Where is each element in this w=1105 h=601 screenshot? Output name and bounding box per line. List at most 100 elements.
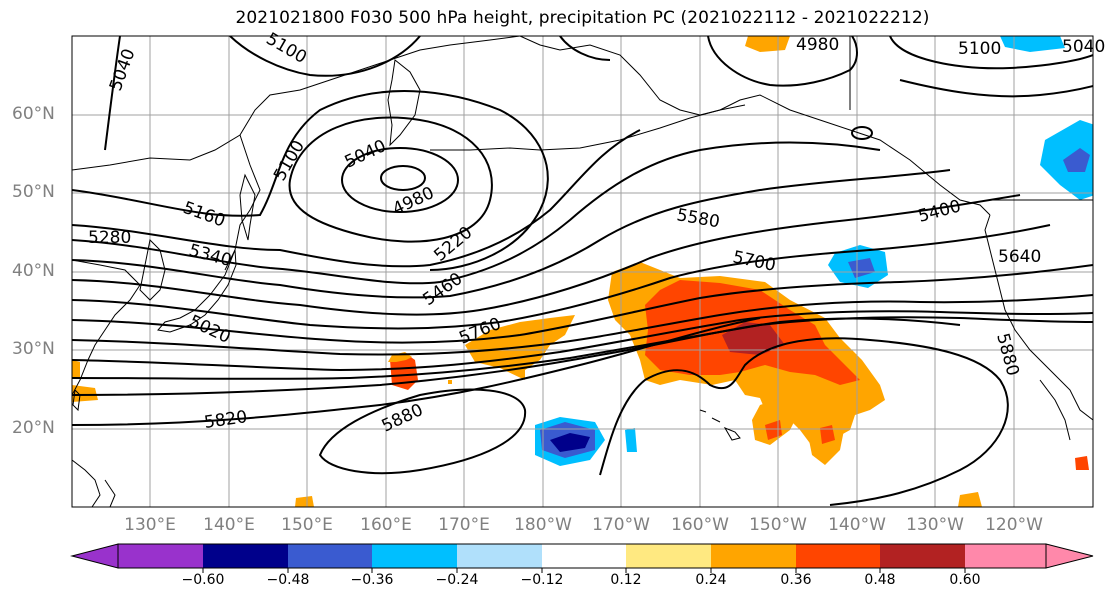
colorbar-bin [118, 544, 203, 568]
colorbar-bin [457, 544, 542, 568]
lon-label: 140°W [828, 515, 886, 535]
contour-label: 5100 [270, 137, 309, 184]
lon-label: 150°W [749, 515, 807, 535]
coast-korea [139, 238, 166, 301]
colorbar [70, 543, 1094, 573]
contour-label: 5400 [916, 196, 963, 227]
contour-label: 5040 [342, 136, 390, 172]
colorbar-bin [542, 544, 626, 568]
contour-5880-west [318, 388, 527, 475]
contour-label: 5640 [998, 247, 1041, 267]
height-contours [72, 36, 1093, 506]
map-frame [71, 35, 1094, 508]
colorbar-tick-label: 0.12 [610, 572, 642, 588]
colorbar-bin [288, 544, 372, 568]
lon-label: 120°W [985, 515, 1043, 535]
lon-label: 140°E [203, 515, 255, 535]
coast-sakhalin [239, 173, 256, 241]
colorbar-bin [880, 544, 965, 568]
contour-5820 [72, 317, 761, 426]
contour-5100-right [899, 79, 1093, 98]
colorbar-bin [203, 544, 288, 568]
chart-title: 2021021800 F030 500 hPa height, precipit… [235, 8, 930, 28]
contour-5700 [72, 316, 1093, 380]
lat-label: 30°N [12, 339, 55, 359]
contour-5760 [72, 317, 961, 396]
contour-5280 [72, 141, 881, 285]
contour-4980-low [380, 165, 426, 191]
colorbar-tick-label: −0.24 [435, 572, 479, 588]
precip-pos-left-edge2 [72, 360, 80, 378]
precip-pos-main-dark [722, 322, 785, 355]
colorbar-extend-low [70, 543, 119, 569]
precip-pos-left-edge [72, 385, 98, 402]
coast-taiwan [72, 388, 81, 412]
contour-5340 [72, 169, 951, 299]
coast-china [72, 259, 141, 396]
colorbar-tick-label: 0.60 [949, 572, 981, 588]
contour-label: 5280 [88, 228, 131, 248]
lon-label: 180°W [514, 515, 572, 535]
contour-4980-top [707, 36, 858, 87]
coast-nw-america [984, 214, 1093, 421]
contour-5520 [72, 264, 1093, 344]
contour-label: 5460 [419, 269, 466, 310]
contour-label: 5160 [180, 198, 227, 232]
lon-label: 160°W [671, 515, 729, 535]
precip-pos-south1 [752, 395, 800, 445]
colorbar-tick-marks [202, 568, 966, 573]
contour-5460 [72, 224, 1051, 330]
contour-5040-top [889, 36, 1093, 70]
contour-5400 [72, 194, 1021, 316]
colorbar-tick-label: −0.36 [350, 572, 394, 588]
contour-5160 [72, 90, 549, 271]
coast-japan [157, 249, 237, 333]
contour-small-low [851, 126, 873, 140]
contour-label: 5040 [1062, 37, 1105, 57]
contour-label: 5880 [992, 331, 1023, 378]
precip-neg-small [625, 428, 637, 452]
colorbar-bin [372, 544, 457, 568]
contour-nw-5040 [104, 36, 121, 151]
colorbar-bin [711, 544, 796, 568]
contour-5220 [72, 129, 641, 268]
precip-neg-south-core [550, 433, 590, 452]
precip-neg-top [1000, 36, 1065, 52]
contour-label: 4980 [796, 35, 839, 55]
map-content [72, 36, 1093, 507]
lon-label: 130°E [124, 515, 176, 535]
colorbar-bin [626, 544, 711, 568]
colorbar-tick-label: 0.36 [780, 572, 812, 588]
colorbar-tick-label: −0.48 [266, 572, 310, 588]
contour-label: 5100 [958, 39, 1001, 59]
contour-5100-ring [288, 116, 493, 243]
colorbar-bin [965, 544, 1046, 568]
colorbar-frame [117, 543, 1047, 569]
precip-pos-west [390, 353, 418, 390]
coast-philippines [72, 459, 116, 507]
precip-neg-nw-core [1063, 148, 1090, 172]
precip-neg-mid-core [848, 258, 875, 278]
lon-label: 160°E [360, 515, 412, 535]
colorbar-tick-label: −0.60 [181, 572, 225, 588]
colorbar-extend-high [1045, 543, 1094, 569]
lat-label: 40°N [12, 261, 55, 281]
contour-5640 [72, 310, 1093, 372]
lat-label: 20°N [12, 418, 55, 438]
contour-nw-5100 [229, 36, 421, 77]
coastlines [72, 36, 1093, 507]
lon-label: 170°E [438, 515, 490, 535]
precip-pos-br [1075, 456, 1089, 470]
precip-pos-small1 [295, 496, 314, 507]
colorbar-bin [796, 544, 880, 568]
contour-5040-ring [341, 147, 459, 213]
contour-top-mid [559, 36, 611, 61]
colorbar-tick-label: −0.12 [520, 572, 564, 588]
coast-hawaii [699, 409, 741, 441]
precip-pos-south2-red [820, 425, 835, 444]
lon-label: 170°W [592, 515, 650, 535]
lon-label: 130°W [906, 515, 964, 535]
lat-label: 50°N [12, 182, 55, 202]
precip-pos-top [745, 36, 790, 52]
